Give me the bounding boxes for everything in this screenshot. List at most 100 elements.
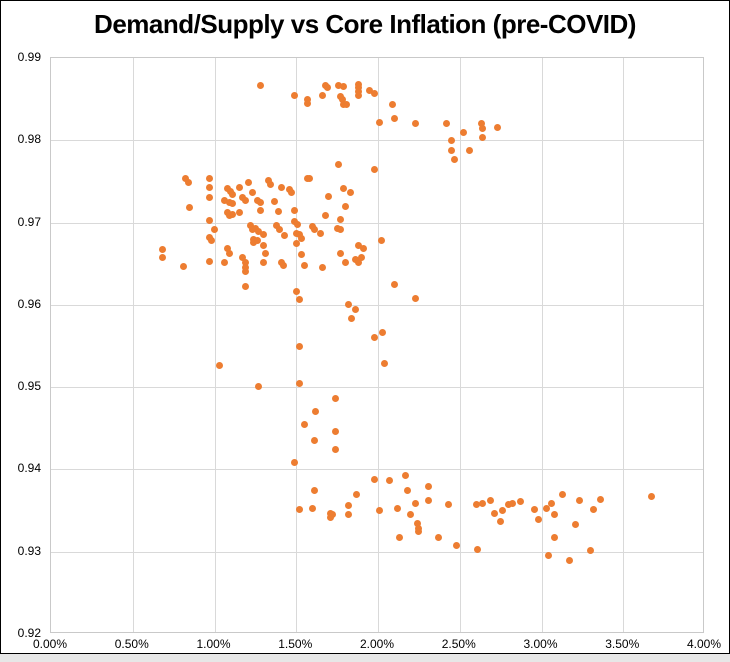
data-point [206,257,214,265]
data-point [354,242,362,250]
data-point [544,551,552,559]
data-point [403,486,411,494]
data-point [291,92,299,100]
data-point [331,395,339,403]
data-point [297,234,305,242]
data-point [300,420,308,428]
data-point [256,199,264,207]
data-point [242,263,250,271]
data-point [377,237,385,245]
data-point [448,136,456,144]
data-point [412,119,420,127]
x-tick-label: 2.00% [359,637,395,651]
data-point [323,84,331,92]
data-point [274,207,282,215]
data-point [260,242,268,250]
data-point [310,226,318,234]
data-point [590,506,598,514]
data-point [296,380,304,388]
data-point [294,220,302,228]
gridline-horizontal [51,305,703,306]
gridline-vertical [215,58,216,632]
gridline-vertical [460,58,461,632]
data-point [531,506,539,514]
data-point [341,259,349,267]
data-point [309,505,317,513]
data-point [412,499,420,507]
gridline-horizontal [51,140,703,141]
data-point [451,155,459,163]
data-point [572,521,580,529]
gridline-vertical [623,58,624,632]
gridline-horizontal [51,223,703,224]
data-point [346,188,354,196]
data-point [158,254,166,262]
data-point [242,259,250,267]
y-tick-label: 0.99 [17,50,41,64]
x-tick-label: 0.00% [32,637,68,651]
data-point [498,507,506,515]
data-point [371,166,379,174]
x-tick-label: 3.00% [523,637,558,651]
y-tick-label: 0.96 [17,296,41,311]
data-point [327,514,335,522]
data-point [551,511,559,519]
data-point [256,82,264,90]
data-point [318,263,326,271]
data-point [336,215,344,223]
data-point [260,230,268,238]
data-point [381,359,389,367]
data-point [345,502,353,510]
data-point [358,254,366,262]
data-point [376,507,384,515]
data-point [390,115,398,123]
data-point [345,511,353,519]
data-point [253,237,261,245]
data-point [206,217,214,225]
data-point [287,188,295,196]
y-tick-label: 0.92 [17,626,41,640]
data-point [542,504,550,512]
data-point [310,437,318,445]
data-point [371,334,379,342]
data-point [261,249,269,257]
data-point [336,249,344,257]
data-point [304,99,312,107]
data-point [379,329,387,337]
data-point [385,477,393,485]
data-point [565,557,573,565]
data-point [331,428,339,436]
gridline-vertical [378,58,379,632]
data-point [242,196,250,204]
data-point [207,237,215,245]
data-point [351,306,359,314]
data-point [452,541,460,549]
x-tick-label: 1.50% [278,637,313,651]
data-point [279,261,287,269]
data-point [340,185,348,193]
data-point [448,146,456,154]
data-point [412,294,420,302]
data-point [459,129,467,137]
data-point [331,446,339,454]
data-point [343,101,351,109]
data-point [596,496,604,504]
data-point [228,210,236,218]
x-tick-label: 4.00% [686,637,722,651]
data-point [238,254,246,262]
data-point [472,501,480,509]
data-point [228,191,236,199]
data-point [508,500,516,508]
data-point [184,178,192,186]
data-point [534,516,542,524]
data-point [389,100,397,108]
data-point [340,83,348,91]
data-point [354,84,362,92]
data-point [353,491,361,499]
gridline-horizontal [51,387,703,388]
y-tick-label: 0.97 [17,214,41,229]
data-point [336,226,344,234]
data-point [186,204,194,212]
data-point [335,161,343,169]
